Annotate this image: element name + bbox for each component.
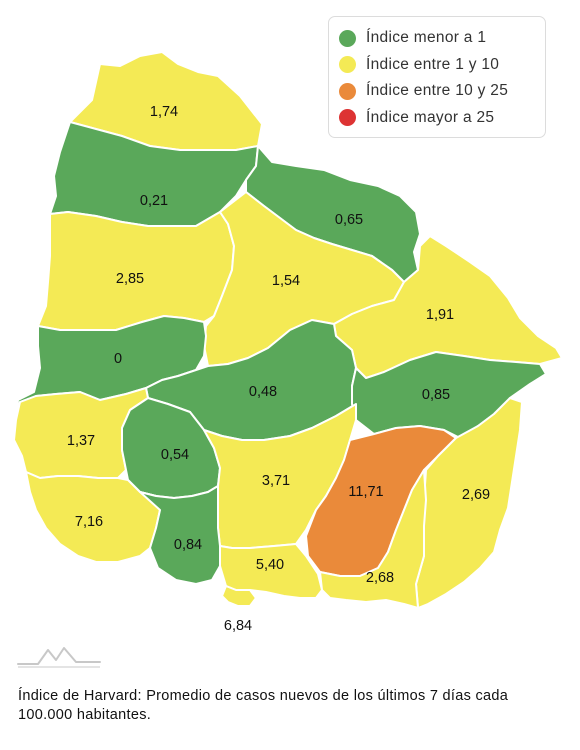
department-value-label: 1,37 [67,433,95,449]
department-value-label: 2,85 [116,271,144,287]
legend-item-very-high: Índice mayor a 25 [339,105,535,132]
department-value-label: 0,48 [249,384,277,400]
legend-label: Índice entre 10 y 25 [366,82,509,100]
department-value-label: 7,16 [75,514,103,530]
department-value-label: 2,68 [366,570,394,586]
department-value-label: 1,74 [150,104,178,120]
department-value-label: 11,71 [348,484,383,500]
department-value-label: 3,71 [262,473,290,489]
department-value-label: 5,40 [256,557,284,573]
department-value-label: 1,91 [426,307,454,323]
department-value-label: 0,65 [335,212,363,228]
department-shape[interactable] [319,469,427,609]
legend-swatch [339,29,356,47]
mountain-logo-icon [17,647,101,668]
department-value-label: 6,84 [224,618,252,634]
department-shape[interactable] [37,211,235,331]
map-legend: Índice menor a 1 Índice entre 1 y 10 Índ… [328,16,546,138]
legend-label: Índice mayor a 25 [366,108,495,126]
legend-item-low: Índice menor a 1 [339,25,535,52]
department-value-label: 0,21 [140,193,168,209]
department-value-label: 0,84 [174,537,202,553]
legend-swatch [339,82,356,100]
department-value-label: 0,85 [422,387,450,403]
department-value-label: 0,54 [161,447,189,463]
legend-label: Índice menor a 1 [366,29,487,47]
harvard-index-footnote: Índice de Harvard: Promedio de casos nue… [18,688,509,723]
legend-swatch [339,109,356,127]
legend-swatch [339,56,356,74]
legend-item-medium: Índice entre 1 y 10 [339,52,535,79]
department-value-label: 1,54 [272,273,300,289]
department-value-label: 2,69 [462,487,490,503]
legend-item-high: Índice entre 10 y 25 [339,78,535,105]
department-shape[interactable] [221,585,257,607]
legend-label: Índice entre 1 y 10 [366,55,500,73]
department-value-label: 0 [114,351,122,367]
